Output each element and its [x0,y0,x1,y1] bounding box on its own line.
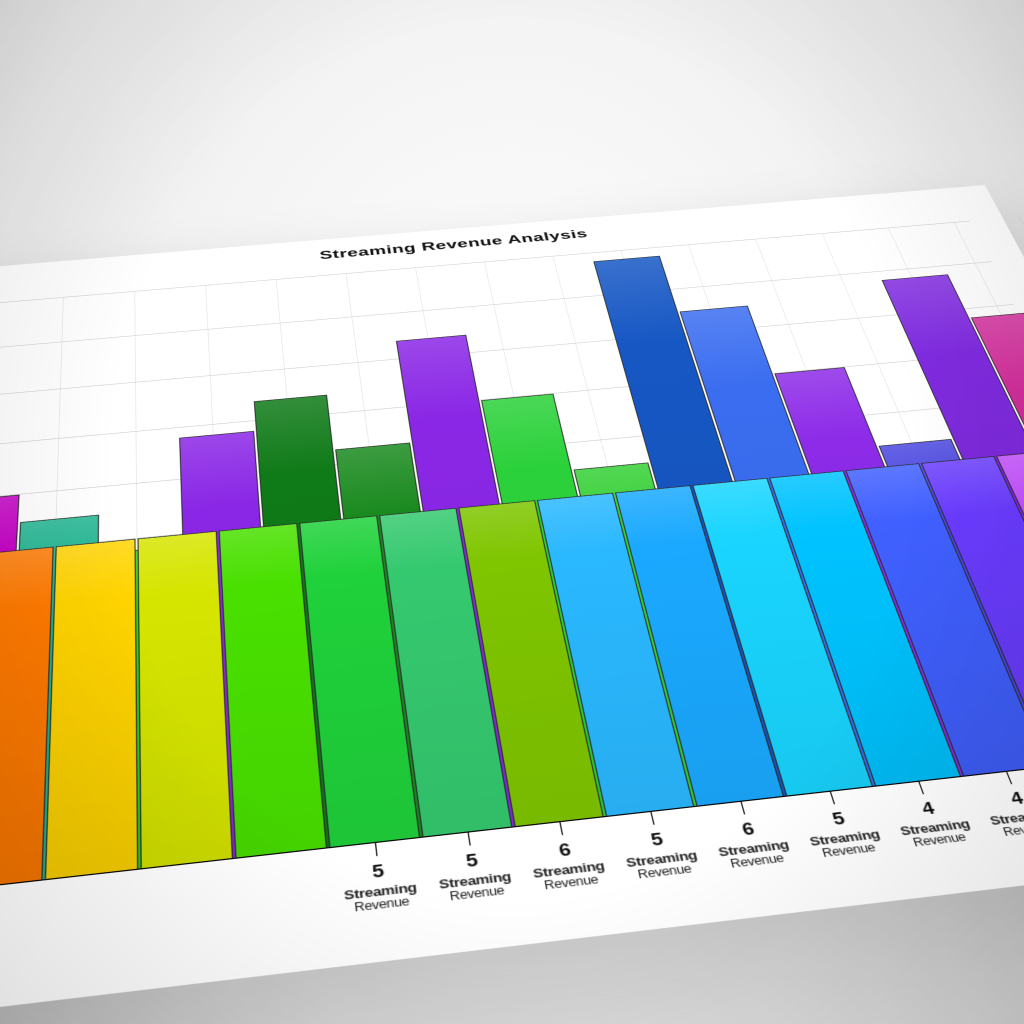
x-tick-label: 5 [649,830,665,851]
x-category-label: StreamingRevenue [438,870,514,904]
x-tick-label: 4 [919,799,937,819]
x-tick [468,832,471,845]
bar-slot [0,298,63,892]
x-category-label: StreamingRevenue [532,859,608,892]
x-tick-label: 5 [465,851,480,872]
chart-stage: Streaming Revenue Analysis 5StreamingRev… [0,0,1024,1024]
x-tick [650,812,654,825]
chart-plane: Streaming Revenue Analysis 5StreamingRev… [0,185,1024,1024]
bar [459,500,604,827]
x-category-label: StreamingRevenue [808,828,885,861]
bar [693,478,873,797]
x-tick [741,802,746,815]
x-tick [830,792,835,805]
bar [921,456,1024,767]
x-category-label: StreamingRevenue [988,807,1024,839]
bar [0,547,53,891]
x-category-label: StreamingRevenue [625,849,701,882]
x-category-label: StreamingRevenue [343,881,418,915]
bar [219,523,327,858]
bar [299,516,420,849]
bar [379,508,512,838]
x-tick-label: 6 [557,840,572,861]
bar [45,539,138,880]
x-tick [918,782,924,795]
x-tick-label: 5 [830,809,847,829]
x-tick [375,843,378,856]
bar [615,485,784,806]
x-category-label: StreamingRevenue [899,817,976,849]
x-tick-label: 6 [740,819,757,840]
bar [537,493,694,817]
x-category-label: StreamingRevenue [717,838,794,871]
x-tick [559,822,563,835]
x-tick [1006,772,1012,784]
bar [138,531,233,869]
x-tick-label: 4 [1008,789,1024,809]
x-tick-label: 5 [371,861,385,882]
